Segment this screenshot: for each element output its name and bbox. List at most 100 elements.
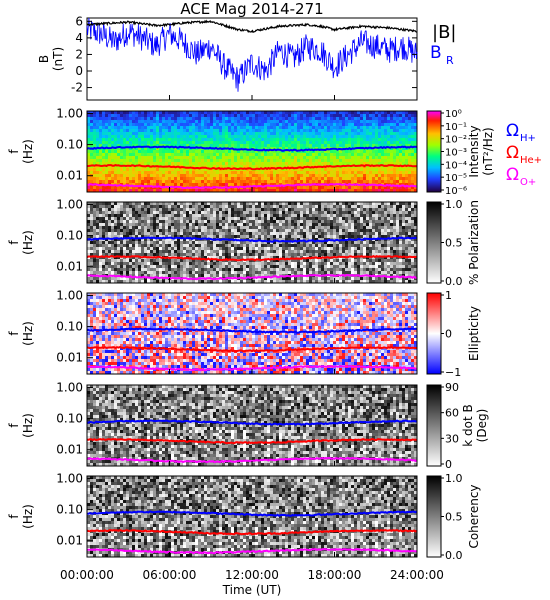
colorbar bbox=[426, 292, 442, 375]
colorbar-label-unit: (Deg) bbox=[475, 409, 489, 443]
colorbar bbox=[426, 384, 442, 467]
y-tick-label: 0.01 bbox=[56, 169, 83, 183]
y-tick-label: 1.00 bbox=[56, 106, 83, 120]
legend-b-magnitude: |B| bbox=[432, 22, 456, 43]
colorbar-tick-label: 0.5 bbox=[445, 511, 463, 524]
chart-title: ACE Mag 2014-271 bbox=[180, 0, 323, 18]
colorbar-tick-label: −1 bbox=[445, 366, 461, 379]
y-tick-label: 0.10 bbox=[56, 412, 83, 426]
legend-omega-o-plus: Ω bbox=[506, 165, 519, 185]
y-tick-label: 1.00 bbox=[56, 197, 83, 211]
colorbar-label: Ellipticity bbox=[467, 306, 481, 361]
gyrofrequency-line-o-plus bbox=[86, 548, 418, 555]
y-tick-label: 0 bbox=[75, 64, 83, 78]
y-tick-label: 1.00 bbox=[56, 471, 83, 485]
colorbar-tick-label: 1.0 bbox=[445, 198, 463, 211]
x-tick-label: 00:00:00 bbox=[60, 568, 114, 582]
y-tick-label: 4 bbox=[75, 31, 83, 45]
colorbar-label-unit: (nT²/Hz) bbox=[481, 127, 495, 175]
spectrogram-cells bbox=[87, 111, 417, 192]
y-tick-label: 0.10 bbox=[56, 138, 83, 152]
y-tick-label: 0.01 bbox=[56, 443, 83, 457]
legend-omega-h-plus: Ω bbox=[506, 121, 519, 141]
gyrofrequency-line-h-plus bbox=[86, 419, 417, 427]
series-line-b-magnitude bbox=[86, 19, 418, 34]
colorbar-label: Coherency bbox=[467, 484, 481, 548]
colorbar-tick-label: 10⁻⁴ bbox=[445, 160, 467, 171]
x-tick-label: 24:00:00 bbox=[390, 568, 444, 582]
top-ylabel-unit: (nT) bbox=[51, 47, 65, 71]
panel-ylabel: f bbox=[7, 149, 21, 154]
legend-b-radial: B bbox=[430, 43, 442, 63]
y-tick-label: 0.10 bbox=[56, 229, 83, 243]
y-tick-label: 6 bbox=[75, 14, 83, 28]
top-ylabel: B bbox=[37, 55, 51, 63]
y-tick-label: 0.10 bbox=[56, 320, 83, 334]
colorbar-label: Intensity bbox=[467, 125, 481, 177]
gyrofrequency-line-h-plus bbox=[86, 327, 418, 334]
spectrogram-cells bbox=[87, 293, 417, 374]
colorbar-tick-label: 0.0 bbox=[445, 549, 463, 562]
colorbar-tick-label: 10⁻⁶ bbox=[445, 186, 467, 197]
gyrofrequency-line-he-plus bbox=[86, 529, 418, 536]
series-line-b-radial bbox=[86, 17, 418, 92]
gyrofrequency-line-h-plus bbox=[86, 510, 418, 517]
y-tick-label: 0.10 bbox=[56, 503, 83, 517]
panel-ylabel: f bbox=[7, 514, 21, 519]
colorbar-label: k dot B bbox=[461, 404, 475, 446]
panel-ylabel: f bbox=[7, 240, 21, 245]
gyrofrequency-line-o-plus bbox=[86, 273, 417, 281]
gyrofrequency-line-he-plus bbox=[86, 345, 417, 353]
y-tick-label: 1.00 bbox=[56, 288, 83, 302]
colorbar-tick-label: 1.0 bbox=[445, 472, 463, 485]
panel-ylabel: f bbox=[7, 331, 21, 336]
y-tick-label: 1.00 bbox=[56, 380, 83, 394]
colorbar-tick-label: 60 bbox=[445, 407, 459, 420]
colorbar-tick-label: 0.0 bbox=[445, 275, 463, 288]
colorbar bbox=[426, 475, 442, 558]
panel-ylabel-unit: (Hz) bbox=[21, 504, 35, 529]
legend-omega-subscript: He+ bbox=[520, 155, 542, 166]
colorbar-tick-label: 30 bbox=[445, 432, 459, 445]
x-tick-label: 12:00:00 bbox=[225, 568, 279, 582]
spectrogram-cells bbox=[87, 476, 417, 557]
panel-ylabel-unit: (Hz) bbox=[21, 321, 35, 346]
gyrofrequency-line-he-plus bbox=[86, 438, 418, 445]
colorbar bbox=[426, 201, 442, 284]
spectrogram-kdotb: 1.00 0.10 0.01 f (Hz) 90 60 30 0 k dot B (Deg) bbox=[7, 380, 489, 471]
y-tick-label: 0.01 bbox=[56, 534, 83, 548]
spectrogram-polarization: 1.00 0.10 0.01 f (Hz) 1.0 0.5 0.0 % Polarization bbox=[7, 197, 481, 288]
spectrogram-cells bbox=[87, 385, 417, 466]
legend-omega-subscript: H+ bbox=[520, 133, 536, 144]
x-tick-label: 18:00:00 bbox=[308, 568, 362, 582]
colorbar-tick-label: 10⁻¹ bbox=[445, 122, 467, 133]
colorbar-tick-label: 0 bbox=[445, 328, 452, 341]
gyrofrequency-line-h-plus bbox=[86, 236, 418, 243]
colorbar-tick-label: 10⁻² bbox=[445, 135, 467, 146]
spectrogram-ellipticity: 1.00 0.10 0.01 f (Hz) 1 0 −1 Ellipticity bbox=[7, 288, 481, 379]
y-tick-label: 0.01 bbox=[56, 260, 83, 274]
x-tick-label: 06:00:00 bbox=[143, 568, 197, 582]
y-tick-label: -2 bbox=[71, 81, 83, 95]
spectrogram-coherency: 1.00 0.10 0.01 f (Hz) 1.0 0.5 0.0 Coherency bbox=[7, 471, 481, 562]
y-tick-label: 0.01 bbox=[56, 351, 83, 365]
colorbar-tick-label: 10⁻³ bbox=[445, 148, 467, 159]
gyrofrequency-line-he-plus bbox=[86, 254, 418, 262]
panel-ylabel: f bbox=[7, 423, 21, 428]
gyrofrequency-line-he-plus bbox=[86, 164, 418, 171]
colorbar-tick-label: 10⁰ bbox=[445, 109, 462, 120]
legend-omega-subscript: O+ bbox=[520, 177, 536, 188]
panel-ylabel-unit: (Hz) bbox=[21, 230, 35, 255]
y-tick-label: 2 bbox=[75, 47, 83, 61]
colorbar-tick-label: 0.5 bbox=[445, 237, 463, 250]
legend-omega-he-plus: Ω bbox=[506, 143, 519, 163]
panel-ylabel-unit: (Hz) bbox=[21, 413, 35, 438]
colorbar-tick-label: 90 bbox=[445, 381, 459, 394]
gyrofrequency-line-o-plus bbox=[86, 364, 418, 372]
panel-ylabel-unit: (Hz) bbox=[21, 139, 35, 164]
colorbar-tick-label: 1 bbox=[445, 289, 452, 302]
x-axis-label: Time (UT) bbox=[222, 583, 282, 597]
colorbar bbox=[426, 110, 442, 193]
colorbar-label: % Polarization bbox=[467, 200, 481, 285]
